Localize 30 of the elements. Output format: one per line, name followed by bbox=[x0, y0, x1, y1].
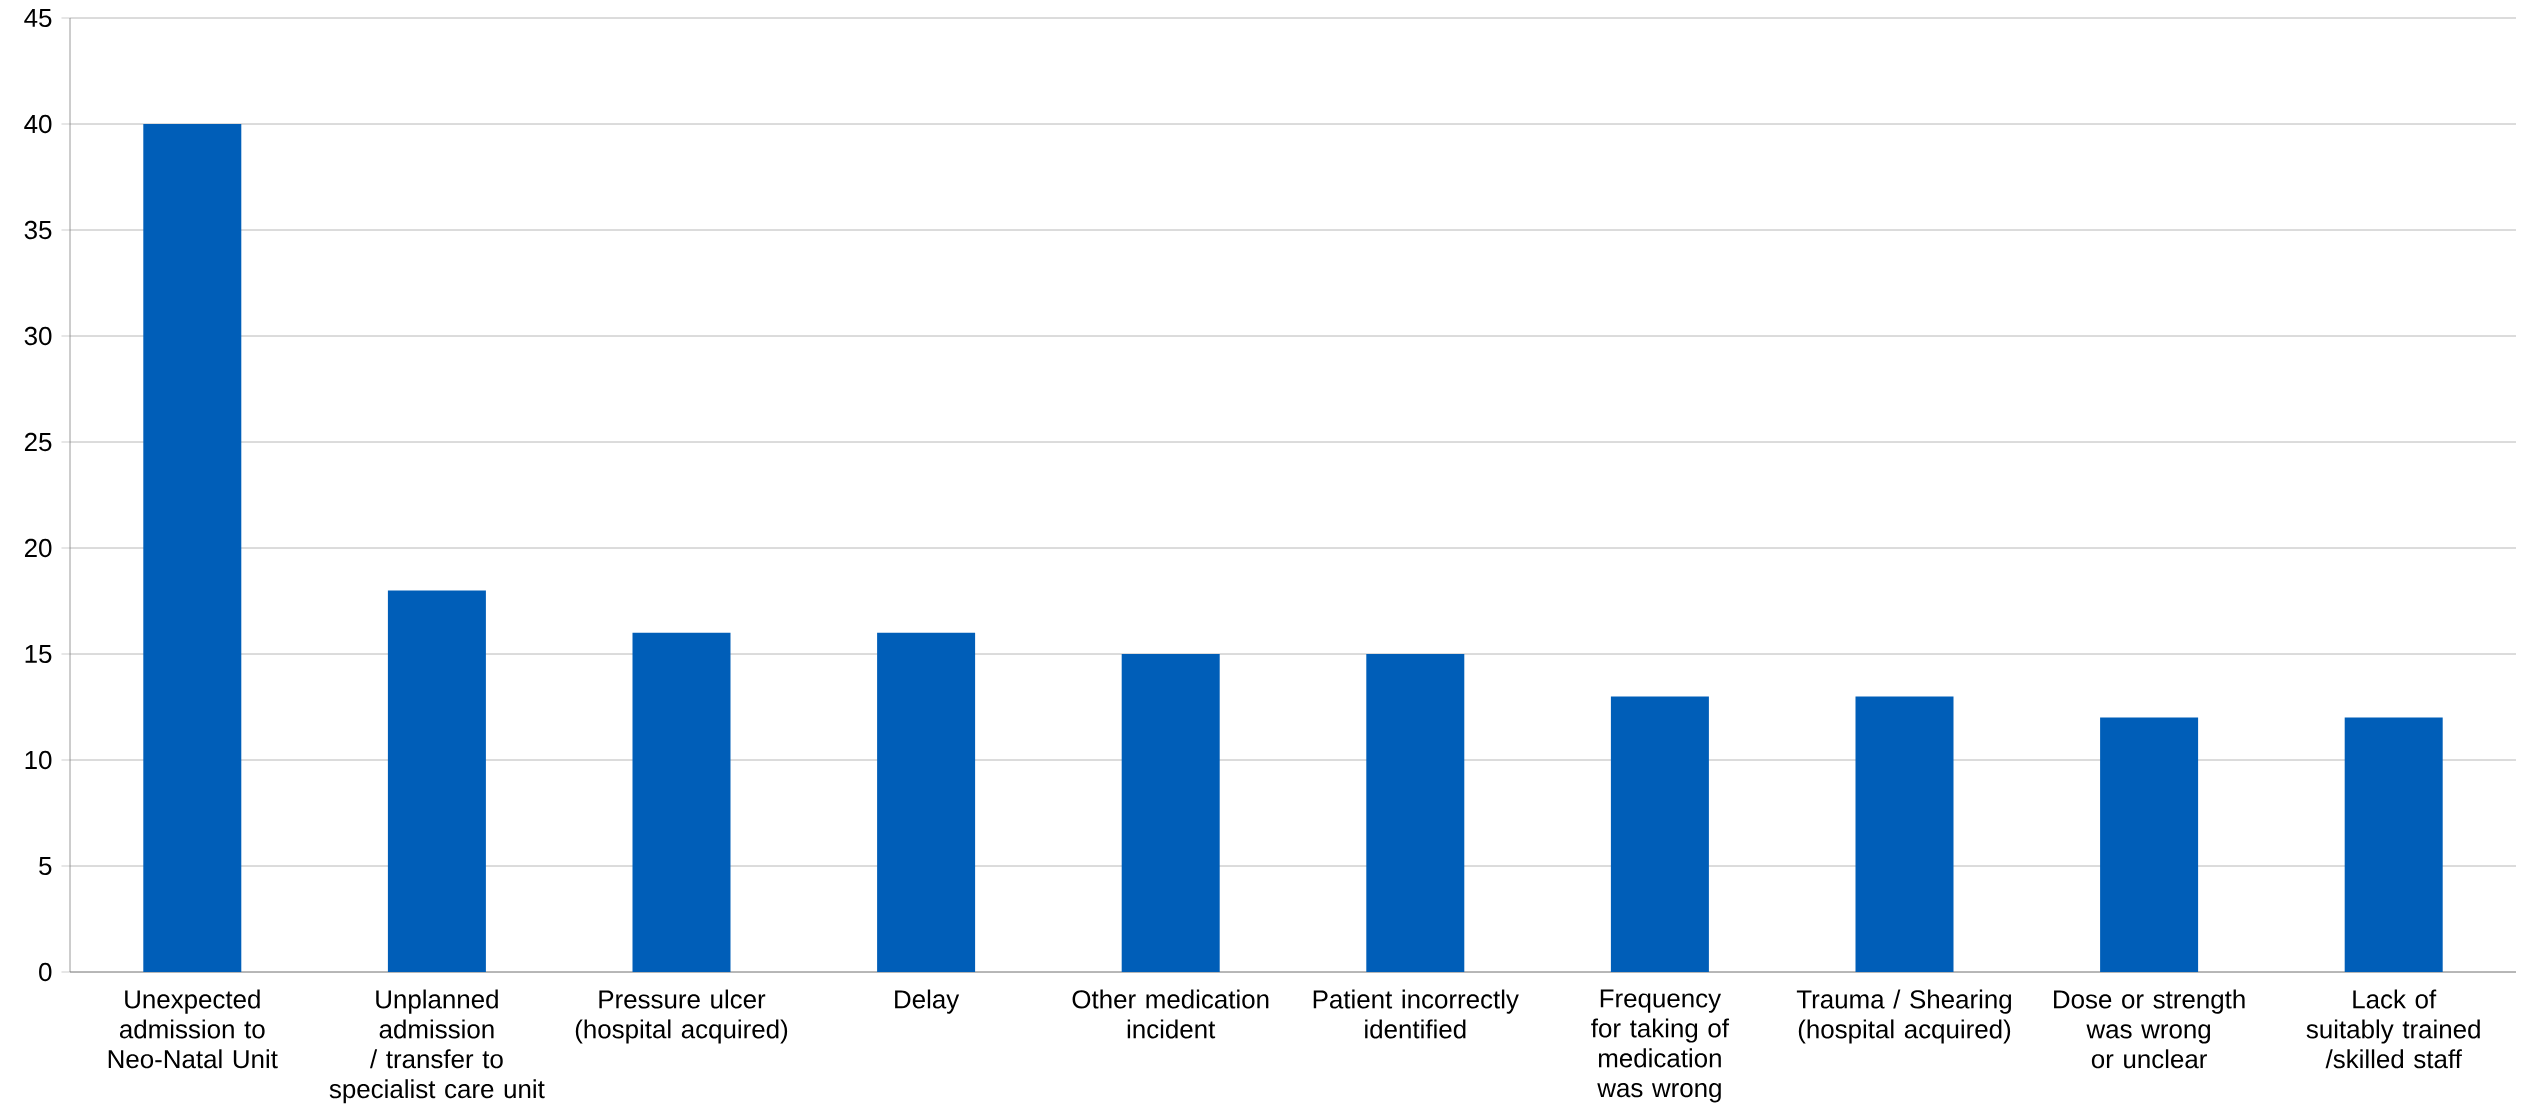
bar bbox=[877, 632, 976, 972]
x-tick-label: Frequency for taking of medication was wrong bbox=[1591, 989, 1730, 1103]
y-tick-label: 5 bbox=[39, 856, 52, 876]
x-tick-label: Unplanned admission / transfer to specialist care unit bbox=[329, 989, 545, 1104]
x-tick-label: Pressure ulcer (hospital acquired) bbox=[575, 989, 788, 1044]
y-tick-label: 45 bbox=[24, 8, 52, 28]
y-tick-label: 20 bbox=[24, 538, 52, 558]
x-tick-label: Other medication incident bbox=[1072, 989, 1269, 1039]
bar bbox=[2344, 717, 2443, 972]
y-tick-label: 25 bbox=[24, 432, 52, 452]
y-tick-label: 30 bbox=[24, 326, 52, 346]
y-tick-label: 10 bbox=[25, 750, 52, 770]
bar bbox=[1366, 654, 1465, 972]
bar bbox=[1610, 696, 1709, 972]
y-tick-label: 15 bbox=[25, 644, 52, 664]
bar bbox=[1855, 696, 1954, 972]
y-tick-label: 0 bbox=[39, 962, 52, 982]
bar bbox=[632, 632, 731, 972]
y-tick-label: 40 bbox=[24, 114, 52, 134]
x-tick-label: Delay bbox=[895, 989, 960, 1014]
bar bbox=[2100, 717, 2199, 972]
x-tick-label: Dose or strength was wrong or unclear bbox=[2054, 989, 2245, 1069]
x-tick-label: Unexpected admission to Neo-Natal Unit bbox=[108, 989, 278, 1069]
bar bbox=[387, 590, 486, 972]
x-tick-label: Lack of suitably trained /skilled staff bbox=[2306, 989, 2480, 1069]
x-tick-label: Trauma / Shearing (hospital acquired) bbox=[1796, 989, 2012, 1044]
bar bbox=[1121, 654, 1220, 972]
y-tick-label: 35 bbox=[24, 220, 52, 240]
bar bbox=[143, 124, 242, 972]
x-tick-label: Patient incorrectly identified bbox=[1313, 989, 1519, 1039]
